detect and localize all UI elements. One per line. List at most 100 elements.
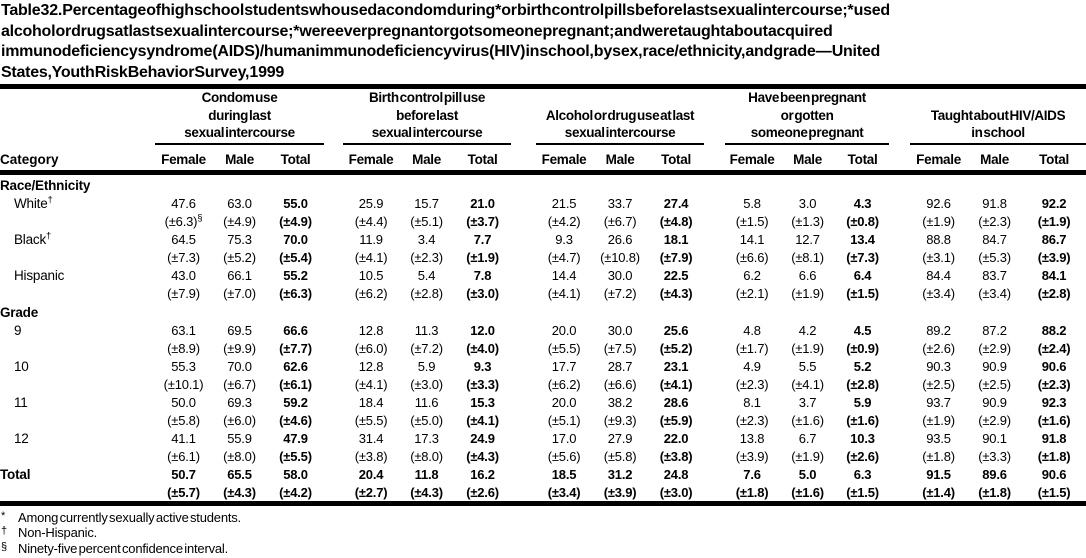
ci-cell: (±5.7): [155, 483, 212, 501]
column-gap: [324, 284, 343, 302]
ci-cell: (±4.0): [454, 339, 511, 357]
value-cell: 6.6: [779, 266, 836, 284]
value-cell: 43.0: [155, 266, 212, 284]
ci-cell: (±2.3): [725, 375, 779, 393]
ci-cell: (±8.0): [399, 447, 454, 465]
ci-cell: (±7.5): [592, 339, 648, 357]
column-header-male: Male: [212, 144, 267, 173]
column-gap: [704, 483, 725, 501]
value-cell: 91.5: [910, 465, 967, 483]
column-group-header-line: Have been pregnant: [725, 89, 889, 107]
value-cell: 89.6: [967, 465, 1022, 483]
ci-row: (±7.3)(±5.2)(±5.4)(±4.1)(±2.3)(±1.9)(±4.…: [0, 248, 1086, 266]
category-header-spacer: [0, 89, 155, 144]
ci-cell: (±4.1): [648, 375, 704, 393]
section-mark-superscript: §: [197, 212, 202, 223]
value-cell: 18.5: [536, 465, 592, 483]
ci-cell: (±3.0): [648, 483, 704, 501]
column-gap: [324, 447, 343, 465]
ci-cell: (±5.1): [536, 411, 592, 429]
ci-cell: (±5.2): [212, 248, 267, 266]
value-cell: 50.7: [155, 465, 212, 483]
ci-cell: (±2.8): [836, 375, 889, 393]
value-cell: 5.8: [725, 194, 779, 212]
value-cell: 21.0: [454, 194, 511, 212]
column-gap: [324, 194, 343, 212]
ci-cell: (±1.8): [910, 447, 967, 465]
section-header: Race/Ethnicity: [0, 172, 1086, 194]
footnote-item: *Among currently sexually active student…: [1, 510, 1086, 526]
ci-cell: (±2.7): [343, 483, 399, 501]
ci-cell: (±7.2): [399, 339, 454, 357]
value-cell: 20.0: [536, 321, 592, 339]
column-gap: [324, 321, 343, 339]
value-cell: 4.9: [725, 357, 779, 375]
column-gap: [704, 144, 725, 173]
column-gap: [324, 212, 343, 230]
ci-cell: (±4.1): [454, 411, 511, 429]
ci-cell: (±5.8): [592, 447, 648, 465]
ci-cell: (±1.9): [910, 411, 967, 429]
ci-cell: (±5.2): [648, 339, 704, 357]
ci-cell: (±2.3): [399, 248, 454, 266]
value-cell: 7.7: [454, 230, 511, 248]
row-label: Black†: [0, 230, 155, 248]
value-cell: 31.2: [592, 465, 648, 483]
column-header-female: Female: [910, 144, 967, 173]
value-cell: 25.6: [648, 321, 704, 339]
value-cell: 70.0: [267, 230, 324, 248]
ci-cell: (±7.0): [212, 284, 267, 302]
ci-cell: (±2.3): [967, 212, 1022, 230]
value-cell: 17.7: [536, 357, 592, 375]
ci-cell: (±3.1): [910, 248, 967, 266]
value-cell: 47.9: [267, 429, 324, 447]
value-cell: 88.8: [910, 230, 967, 248]
ci-cell: (±2.8): [1022, 284, 1086, 302]
value-cell: 7.6: [725, 465, 779, 483]
column-header-total: Total: [648, 144, 704, 173]
value-cell: 20.4: [343, 465, 399, 483]
ci-cell: (±7.7): [267, 339, 324, 357]
value-cell: 41.1: [155, 429, 212, 447]
row-label: 12: [0, 429, 155, 447]
value-cell: 65.5: [212, 465, 267, 483]
ci-cell: (±4.8): [648, 212, 704, 230]
ci-cell: (±3.4): [536, 483, 592, 501]
ci-cell: (±4.6): [267, 411, 324, 429]
value-cell: 13.4: [836, 230, 889, 248]
column-gap: [324, 248, 343, 266]
column-gap: [889, 393, 910, 411]
value-cell: 66.1: [212, 266, 267, 284]
ci-cell: (±5.5): [536, 339, 592, 357]
column-gap: [324, 411, 343, 429]
value-cell: 66.6: [267, 321, 324, 339]
ci-cell: (±2.9): [967, 411, 1022, 429]
row-label: 10: [0, 357, 155, 375]
value-cell: 91.8: [1022, 429, 1086, 447]
ci-cell: (±2.5): [910, 375, 967, 393]
column-gap: [511, 447, 536, 465]
ci-cell: (±1.3): [779, 212, 836, 230]
column-group-header-line: Taught about HIV/AIDS: [910, 107, 1086, 125]
value-cell: 21.5: [536, 194, 592, 212]
table-title-line: immunodeficiency syndrome (AIDS)/human i…: [1, 42, 1086, 63]
ci-cell: (±6.7): [212, 375, 267, 393]
value-cell: 4.8: [725, 321, 779, 339]
value-cell: 92.3: [1022, 393, 1086, 411]
ci-cell: (±2.4): [1022, 339, 1086, 357]
value-cell: 11.8: [399, 465, 454, 483]
value-cell: 58.0: [267, 465, 324, 483]
value-cell: 12.8: [343, 357, 399, 375]
column-gap: [889, 284, 910, 302]
ci-cell: (±3.9): [1022, 248, 1086, 266]
value-cell: 90.9: [967, 393, 1022, 411]
value-cell: 92.2: [1022, 194, 1086, 212]
ci-cell: (±5.3): [967, 248, 1022, 266]
ci-cell: (±3.9): [592, 483, 648, 501]
column-gap: [889, 194, 910, 212]
